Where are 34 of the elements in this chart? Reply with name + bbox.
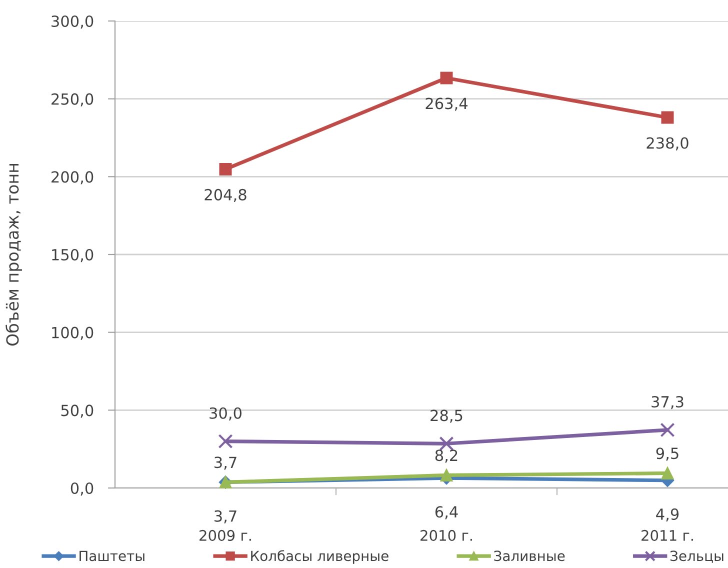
y-tick-label: 200,0 bbox=[52, 171, 94, 184]
y-tick-label: 300,0 bbox=[52, 15, 94, 29]
point bbox=[218, 434, 233, 449]
data-label: 238,0 bbox=[646, 137, 688, 150]
data-label: 3,7 bbox=[214, 456, 236, 470]
data-label: 37,3 bbox=[652, 396, 684, 410]
point bbox=[661, 111, 674, 124]
y-tick-label: 150,0 bbox=[52, 248, 94, 262]
y-tick-label: 250,0 bbox=[52, 93, 94, 106]
y-tick-label: 100,0 bbox=[52, 326, 94, 340]
data-label: 4,9 bbox=[656, 508, 679, 522]
legend-label: Паштеты bbox=[80, 550, 144, 562]
point bbox=[219, 162, 232, 176]
data-label: 3,7 bbox=[214, 510, 236, 524]
data-label: 8,2 bbox=[435, 450, 458, 463]
x-tick-label: 2011 г. bbox=[642, 530, 693, 541]
data-label: 30,0 bbox=[210, 407, 242, 420]
point bbox=[440, 72, 453, 84]
legend-label: Колбасы ливерные bbox=[251, 550, 388, 564]
point bbox=[439, 436, 454, 451]
point bbox=[660, 422, 675, 438]
y-tick-label: 50,0 bbox=[61, 404, 94, 418]
y-tick-label: 0,0 bbox=[70, 482, 94, 496]
legend-label: Заливные bbox=[494, 550, 565, 562]
data-label: 204,8 bbox=[204, 188, 246, 202]
data-label: 9,5 bbox=[656, 448, 678, 461]
data-label: 6,4 bbox=[435, 506, 458, 520]
y-axis-title: Объём продаж, тонн bbox=[6, 164, 22, 346]
x-tick-label: 2010 г. bbox=[420, 530, 472, 541]
data-label: 263,4 bbox=[426, 98, 468, 111]
data-label: 28,5 bbox=[430, 410, 462, 423]
point bbox=[661, 466, 674, 480]
x-tick-label: 2009 г. bbox=[200, 530, 251, 541]
legend-label: Зельцы bbox=[670, 550, 724, 563]
